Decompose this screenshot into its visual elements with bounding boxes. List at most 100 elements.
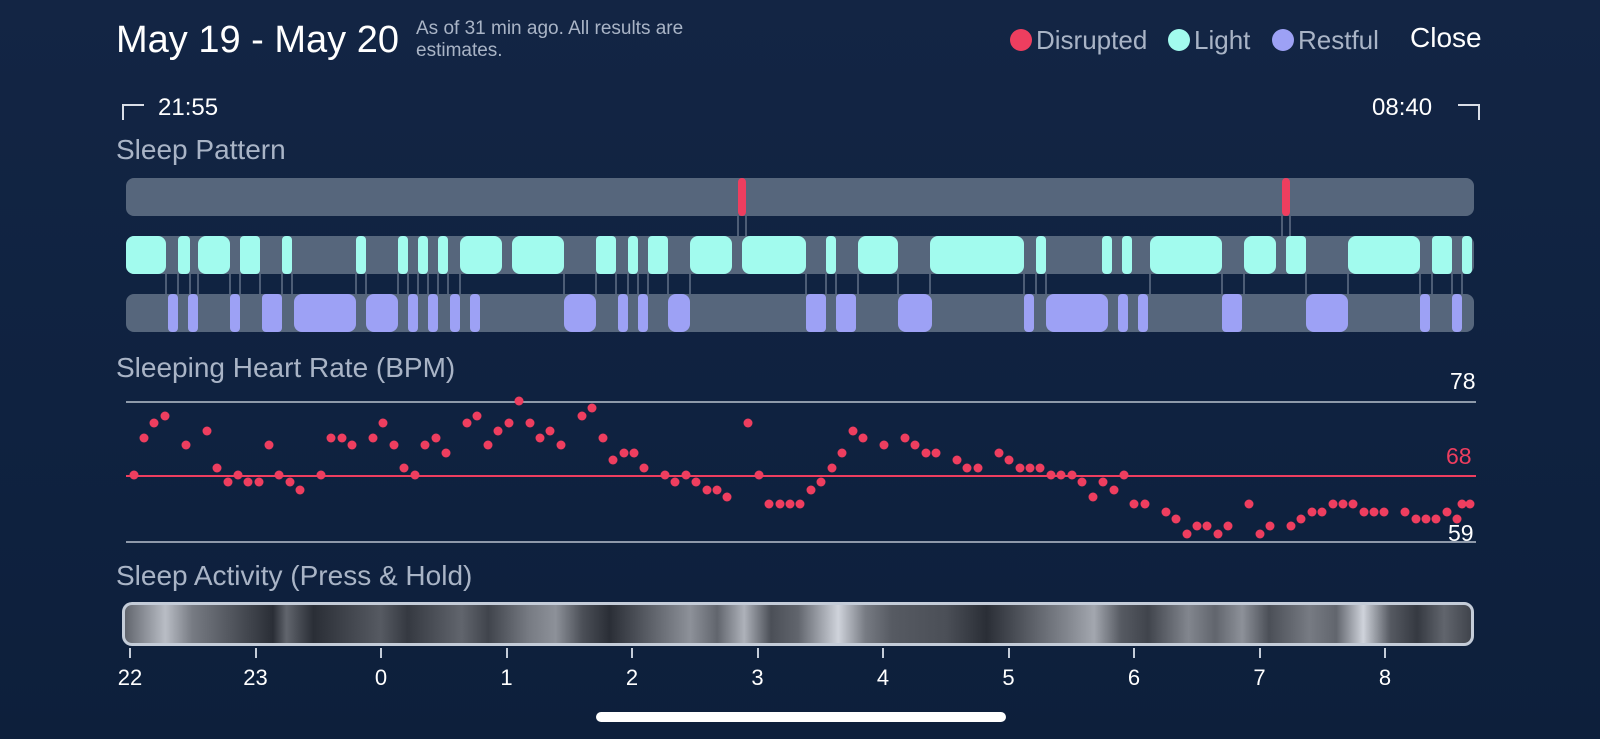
restful-segment xyxy=(618,294,628,332)
disrupted-segment xyxy=(1282,178,1290,216)
hr-avg-value: 68 xyxy=(1446,443,1472,469)
time-axis-label: 3 xyxy=(751,665,764,690)
restful-segment xyxy=(1306,294,1348,332)
date-range-title: May 19 - May 20 xyxy=(116,19,399,61)
hr-min-value: 59 xyxy=(1448,520,1474,546)
legend-light: Light xyxy=(1168,22,1250,58)
light-segment xyxy=(742,236,806,274)
sleep-pattern-title: Sleep Pattern xyxy=(116,134,286,165)
time-tick-mark xyxy=(1007,648,1010,658)
heart-rate-title: Sleeping Heart Rate (BPM) xyxy=(116,352,456,383)
time-tick-mark xyxy=(882,648,884,658)
restful-segment xyxy=(638,294,648,332)
restful-segment xyxy=(898,294,932,332)
restful-dot-icon xyxy=(1272,29,1294,51)
restful-segment xyxy=(408,294,418,332)
home-indicator[interactable] xyxy=(596,712,1006,722)
legend-light-label: Light xyxy=(1194,24,1251,55)
time-axis-label: 6 xyxy=(1127,665,1141,690)
light-segment xyxy=(398,236,408,274)
restful-segment xyxy=(1222,294,1242,332)
light-segment xyxy=(1036,236,1046,274)
restful-segment xyxy=(188,294,198,332)
light-segment xyxy=(826,236,836,274)
light-segment xyxy=(648,236,668,274)
restful-segment xyxy=(806,294,826,332)
restful-track xyxy=(126,294,1474,332)
restful-segment xyxy=(1420,294,1430,332)
legend-disrupted: Disrupted xyxy=(1010,22,1147,58)
start-bracket-icon xyxy=(122,104,144,120)
light-segment xyxy=(198,236,230,274)
restful-segment xyxy=(836,294,856,332)
restful-segment xyxy=(168,294,178,332)
light-segment xyxy=(282,236,292,274)
start-time: 21:55 xyxy=(158,94,219,121)
restful-segment xyxy=(1138,294,1148,332)
light-segment xyxy=(1102,236,1112,274)
sleep-activity-title: Sleep Activity (Press & Hold) xyxy=(116,560,473,591)
light-segment xyxy=(418,236,428,274)
restful-segment xyxy=(230,294,240,332)
restful-segment xyxy=(1118,294,1128,332)
light-dot-icon xyxy=(1168,29,1190,51)
time-tick-mark xyxy=(129,648,131,658)
time-tick-mark xyxy=(756,648,759,658)
end-bracket-icon xyxy=(1458,104,1480,120)
restful-segment xyxy=(564,294,596,332)
light-segment xyxy=(690,236,732,274)
legend-disrupted-label: Disrupted xyxy=(1036,24,1148,55)
light-segment xyxy=(930,236,1024,274)
legend-restful: Restful xyxy=(1272,22,1379,58)
time-tick-mark xyxy=(1133,648,1135,658)
light-segment xyxy=(512,236,564,274)
light-segment xyxy=(1122,236,1132,274)
light-segment xyxy=(596,236,616,274)
restful-segment xyxy=(294,294,356,332)
restful-segment xyxy=(668,294,690,332)
estimate-note: As of 31 min ago. All results are estima… xyxy=(416,18,684,61)
light-segment xyxy=(438,236,448,274)
restful-segment xyxy=(1452,294,1462,332)
time-axis-label: 5 xyxy=(1002,665,1015,690)
time-tick-mark xyxy=(1258,648,1261,658)
time-tick-mark xyxy=(505,648,508,658)
time-tick-mark xyxy=(380,648,382,658)
light-segment xyxy=(240,236,260,274)
restful-segment xyxy=(1024,294,1034,332)
light-segment xyxy=(858,236,898,274)
restful-segment xyxy=(1046,294,1108,332)
disrupted-dot-icon xyxy=(1010,29,1032,51)
end-time: 08:40 xyxy=(1372,94,1433,121)
light-segment xyxy=(1348,236,1420,274)
restful-segment xyxy=(450,294,460,332)
time-tick-mark xyxy=(631,648,633,658)
restful-segment xyxy=(428,294,438,332)
hr-max-value: 78 xyxy=(1450,368,1476,394)
time-tick-mark xyxy=(1384,648,1386,658)
light-segment xyxy=(1244,236,1276,274)
disrupted-track xyxy=(126,178,1474,216)
time-axis-label: 7 xyxy=(1253,665,1266,690)
time-axis-label: 4 xyxy=(876,665,890,690)
restful-segment xyxy=(262,294,282,332)
light-segment xyxy=(628,236,638,274)
restful-segment xyxy=(470,294,480,332)
time-axis-label: 1 xyxy=(500,665,513,690)
time-axis-label: 0 xyxy=(374,665,388,690)
disrupted-segment xyxy=(738,178,746,216)
time-tick-mark xyxy=(254,648,257,658)
restful-segment xyxy=(366,294,398,332)
time-axis-label: 22 xyxy=(117,665,143,690)
light-segment xyxy=(356,236,366,274)
time-axis-label: 8 xyxy=(1378,665,1392,690)
light-segment xyxy=(1150,236,1222,274)
close-button[interactable]: Close xyxy=(1410,22,1482,53)
light-segment xyxy=(460,236,502,274)
light-segment xyxy=(126,236,166,274)
light-segment xyxy=(1432,236,1452,274)
sleep-activity-bar[interactable] xyxy=(122,602,1474,646)
time-axis-label: 2 xyxy=(625,665,639,690)
legend-restful-label: Restful xyxy=(1298,24,1379,55)
